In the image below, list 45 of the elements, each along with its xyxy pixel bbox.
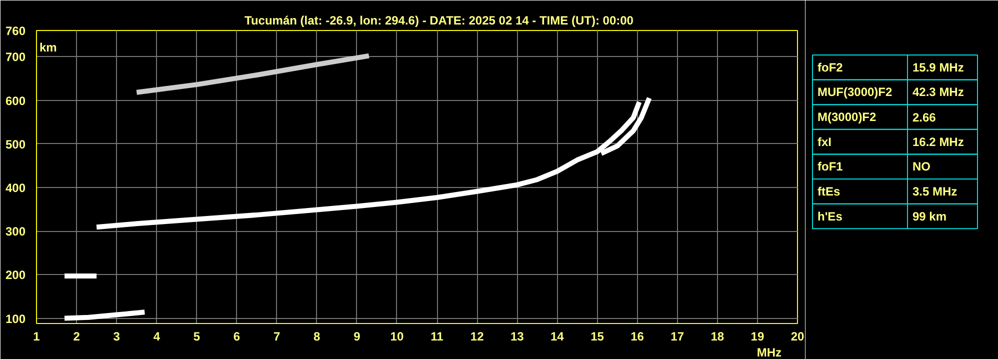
x-tick-label: 4	[153, 330, 160, 344]
chart-title: Tucumán (lat: -26.9, lon: 294.6) - DATE: 2025 02 14 - TIME (UT): 00:00	[244, 14, 634, 28]
x-axis-title: MHz	[756, 346, 782, 359]
text: foF2	[818, 60, 844, 74]
y-tick-label: 760	[5, 24, 26, 38]
text: NO	[912, 160, 930, 174]
y-tick-label: 700	[5, 50, 26, 64]
x-tick-label: 1	[33, 330, 40, 344]
x-tick-label: 7	[273, 330, 280, 344]
x-tick-label: 15	[590, 330, 604, 344]
x-tick-label: 20	[790, 330, 804, 344]
text: ftEs	[818, 184, 840, 198]
text: 42.3 MHz	[912, 85, 964, 100]
y-axis-title: km	[40, 40, 57, 54]
x-tick-label: 16	[630, 330, 644, 344]
x-tick-label: 9	[354, 330, 361, 344]
x-tick-label: 5	[193, 330, 200, 344]
x-tick-label: 8	[314, 330, 321, 344]
x-tick-label: 11	[430, 330, 444, 344]
x-tick-label: 10	[390, 330, 404, 344]
x-tick-label: 13	[510, 330, 524, 344]
x-tick-label: 17	[670, 330, 684, 344]
text: h'Es	[818, 209, 843, 224]
x-tick-label: 12	[470, 330, 484, 344]
text: M(3000)F2	[818, 110, 877, 124]
y-tick-label: 600	[5, 94, 26, 108]
y-tick-label: 100	[5, 312, 26, 326]
y-tick-label: 200	[5, 268, 26, 282]
x-tick-label: 2	[73, 330, 80, 344]
text: MUF(3000)F2	[818, 85, 893, 100]
y-tick-label: 500	[5, 137, 26, 152]
x-tick-label: 14	[550, 330, 564, 344]
text: foF1	[818, 160, 844, 174]
text: fxI	[818, 134, 832, 149]
y-tick-label: 400	[5, 180, 26, 195]
text: 3.5 MHz	[912, 184, 958, 198]
text: 16.2 MHz	[912, 134, 964, 149]
y-tick-label: 300	[5, 224, 26, 239]
x-tick-label: 19	[750, 330, 764, 344]
text: 99 km	[912, 209, 947, 224]
x-tick-label: 3	[113, 330, 120, 344]
text: 2.66	[912, 110, 936, 125]
x-tick-label: 6	[233, 330, 240, 344]
x-tick-label: 18	[710, 330, 724, 344]
text: 15.9 MHz	[912, 60, 964, 74]
